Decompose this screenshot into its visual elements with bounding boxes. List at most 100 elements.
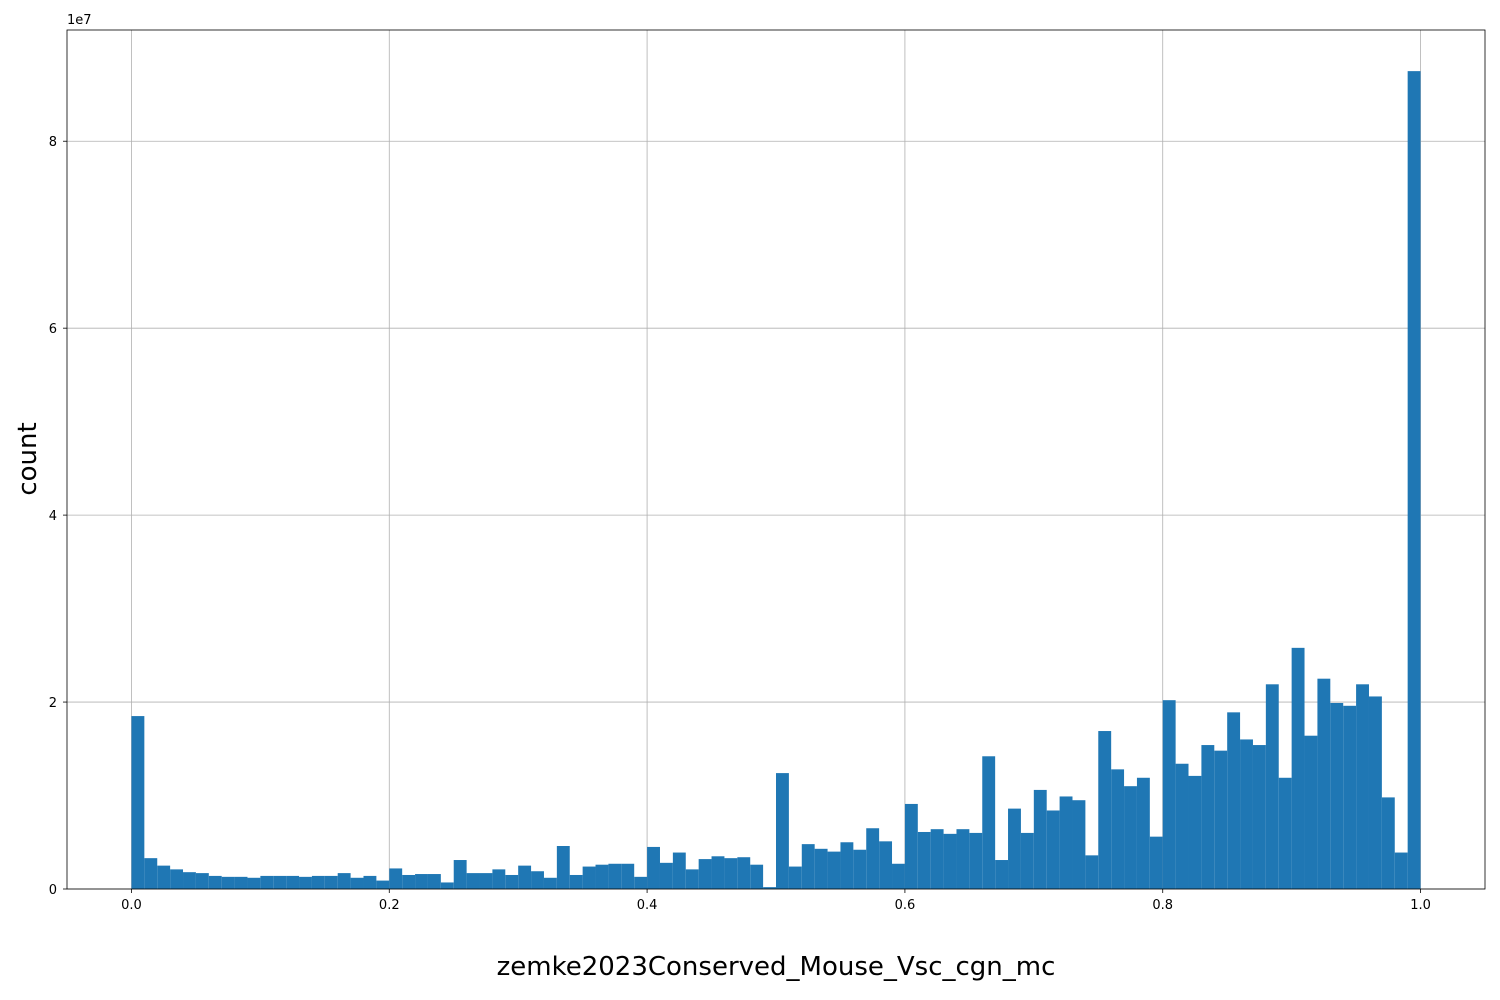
bar: [195, 873, 209, 889]
bar: [208, 875, 222, 889]
y-tick-label: 2: [49, 696, 57, 711]
bar: [543, 877, 557, 889]
bar: [1304, 735, 1318, 889]
bar: [350, 877, 364, 889]
bar: [582, 866, 596, 889]
bar: [930, 829, 944, 889]
bar: [144, 858, 158, 889]
bar: [324, 875, 338, 889]
bar: [1072, 800, 1086, 889]
y-tick-label: 8: [49, 135, 57, 150]
x-tick-label: 1.0: [1410, 898, 1431, 913]
bar: [1317, 678, 1331, 889]
x-tick-label: 0.6: [895, 898, 916, 913]
bar: [1201, 745, 1215, 889]
x-tick-label: 0.0: [121, 898, 142, 913]
bar: [750, 864, 764, 889]
bar: [1098, 731, 1112, 889]
bar: [1214, 750, 1228, 889]
bar: [1020, 832, 1034, 889]
bar: [1188, 775, 1202, 889]
bar: [763, 887, 776, 889]
bar: [647, 846, 660, 889]
bar: [1394, 852, 1408, 889]
bar: [260, 875, 274, 889]
bar: [1162, 700, 1176, 889]
bar: [685, 869, 699, 889]
bar: [621, 863, 635, 889]
bar: [904, 803, 918, 889]
bar: [1175, 763, 1189, 889]
x-tick-label: 0.2: [379, 898, 400, 913]
bar: [917, 831, 931, 889]
bar: [337, 873, 351, 889]
x-axis-label: zemke2023Conserved_Mouse_Vsc_cgn_mc: [497, 952, 1056, 982]
bar: [595, 864, 609, 889]
bar: [724, 858, 738, 889]
y-offset-label: 1e7: [67, 13, 92, 28]
bar: [788, 866, 802, 889]
x-tick-label: 0.4: [637, 898, 658, 913]
bar: [453, 860, 467, 889]
bar: [1008, 808, 1021, 889]
axes-frame: [66, 29, 1486, 890]
bar: [892, 863, 905, 889]
bar: [608, 863, 622, 889]
bar: [427, 874, 441, 889]
bar: [479, 873, 493, 889]
bar: [1381, 797, 1395, 889]
bar: [956, 829, 970, 889]
bar: [389, 868, 403, 889]
bar: [247, 877, 261, 889]
y-tick-label: 0: [49, 883, 57, 898]
bar: [415, 874, 428, 889]
tick-layer: 0.0 0.2 0.4 0.6 0.8 1.0 0 2 4 6 8: [49, 135, 1431, 913]
bar: [286, 875, 300, 889]
bar: [879, 841, 893, 889]
bar: [943, 833, 957, 889]
bar: [1265, 684, 1279, 889]
bar: [1149, 836, 1163, 889]
bar: [853, 849, 867, 889]
y-tick-label: 4: [49, 509, 57, 524]
bar: [131, 716, 145, 889]
bar: [1356, 684, 1369, 889]
bar: [814, 848, 828, 889]
bar: [311, 875, 325, 889]
bar: [299, 876, 312, 889]
bar: [1407, 71, 1421, 889]
bar: [737, 857, 751, 889]
bar: [402, 874, 416, 889]
bar: [518, 865, 532, 889]
bar: [273, 875, 287, 889]
bar: [711, 856, 725, 889]
bar: [1227, 712, 1241, 889]
bar: [1033, 789, 1047, 889]
bar: [1330, 702, 1344, 889]
bar: [1111, 769, 1125, 889]
bar: [840, 842, 854, 889]
bar: [234, 876, 248, 889]
y-tick-label: 6: [49, 322, 57, 337]
bar: [1046, 810, 1060, 889]
bar: [1368, 696, 1382, 889]
bar: [170, 869, 184, 889]
bar: [1240, 739, 1253, 889]
bar: [531, 871, 544, 889]
bar: [1343, 705, 1357, 889]
bar: [969, 832, 983, 889]
bar: [376, 880, 390, 889]
bar-layer: [131, 71, 1421, 889]
bar: [982, 756, 996, 889]
bar: [157, 865, 171, 889]
bar: [801, 844, 815, 889]
bar: [1291, 647, 1305, 889]
bar: [1252, 745, 1266, 889]
bar: [221, 876, 235, 889]
bar: [569, 874, 583, 889]
bar: [1085, 855, 1099, 889]
bar: [466, 873, 480, 889]
bar: [698, 859, 712, 889]
bar: [440, 882, 454, 889]
